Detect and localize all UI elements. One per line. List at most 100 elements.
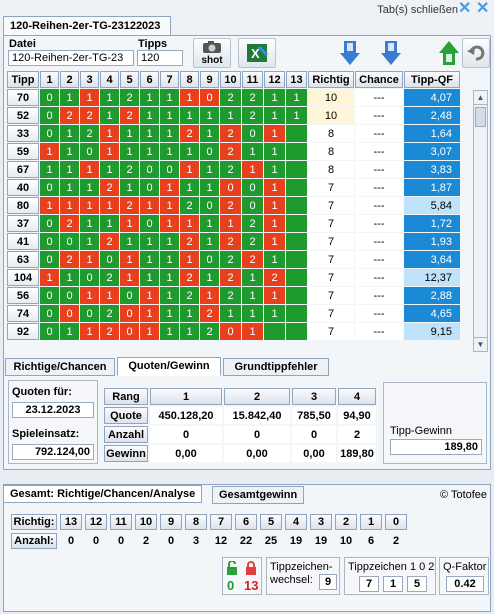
tipp-number[interactable]: 92 (7, 323, 39, 340)
tipp-cell[interactable]: 2 (120, 161, 139, 178)
close-tab-icon[interactable]: ✕ (458, 0, 472, 17)
tipp-cell[interactable]: 1 (160, 251, 179, 268)
scroll-up-icon[interactable]: ▲ (474, 91, 487, 105)
tipp-cell[interactable]: 1 (180, 323, 199, 340)
table-row[interactable]: 67 1 1 1 1 2 0 0 1 1 2 1 1 8 --- 3,83 (7, 161, 460, 178)
table-row[interactable]: 56 0 0 1 1 0 1 1 2 1 2 1 1 7 --- 2,88 (7, 287, 460, 304)
tipp-cell[interactable]: 1 (264, 233, 285, 250)
tipp-cell[interactable]: 1 (140, 305, 159, 322)
tipp-number[interactable]: 37 (7, 215, 39, 232)
tipp-cell[interactable]: 0 (40, 287, 59, 304)
tipp-cell[interactable]: 1 (264, 215, 285, 232)
tipp-cell[interactable]: 1 (200, 161, 219, 178)
tab-main[interactable]: 120-Reihen-2er-TG-23122023 (3, 16, 171, 36)
tipp-cell[interactable]: 2 (264, 269, 285, 286)
tipp-cell[interactable]: 1 (160, 323, 179, 340)
tipp-cell[interactable]: 0 (200, 89, 219, 106)
tipp-cell[interactable]: 1 (120, 179, 139, 196)
tipp-cell[interactable]: 0 (220, 323, 241, 340)
tipp-cell[interactable]: 2 (180, 125, 199, 142)
tipp-cell[interactable]: 2 (220, 197, 241, 214)
col-header-7[interactable]: 7 (160, 71, 179, 88)
tipp-cell[interactable] (286, 305, 307, 322)
tipp-cell[interactable]: 2 (100, 179, 119, 196)
col-header-13[interactable]: 13 (286, 71, 307, 88)
tipp-cell[interactable]: 1 (60, 269, 79, 286)
tipp-cell[interactable]: 1 (180, 161, 199, 178)
tipp-cell[interactable]: 1 (242, 269, 263, 286)
tipp-cell[interactable]: 0 (80, 305, 99, 322)
close-tabs-label[interactable]: Tab(s) schließen (377, 4, 458, 16)
tipp-cell[interactable]: 1 (100, 107, 119, 124)
tipp-cell[interactable]: 1 (140, 233, 159, 250)
tipp-cell[interactable]: 1 (140, 107, 159, 124)
tipp-cell[interactable]: 1 (80, 179, 99, 196)
tipp-cell[interactable]: 1 (60, 161, 79, 178)
tipp-cell[interactable]: 0 (40, 251, 59, 268)
tipp-cell[interactable]: 1 (40, 143, 59, 160)
tipp-cell[interactable]: 2 (180, 269, 199, 286)
datei-field[interactable]: 120-Reihen-2er-TG-23 (8, 50, 134, 66)
tipp-cell[interactable]: 2 (242, 251, 263, 268)
tipp-cell[interactable]: 2 (200, 323, 219, 340)
tipp-cell[interactable]: 0 (60, 233, 79, 250)
tipp-cell[interactable] (286, 323, 307, 340)
tipp-cell[interactable]: 1 (160, 89, 179, 106)
tipp-cell[interactable]: 1 (80, 251, 99, 268)
col-header-tippqf[interactable]: Tipp-QF (404, 71, 460, 88)
tipp-cell[interactable]: 0 (80, 269, 99, 286)
tipp-cell[interactable]: 2 (180, 233, 199, 250)
table-row[interactable]: 40 0 1 1 2 1 0 1 1 1 0 0 1 7 --- 1,87 (7, 179, 460, 196)
tipp-cell[interactable]: 0 (100, 251, 119, 268)
tipp-cell[interactable]: 1 (200, 125, 219, 142)
col-header-5[interactable]: 5 (120, 71, 139, 88)
tipp-cell[interactable]: 1 (160, 197, 179, 214)
tipp-cell[interactable]: 0 (140, 161, 159, 178)
tipp-cell[interactable]: 2 (242, 89, 263, 106)
tipp-cell[interactable]: 1 (264, 197, 285, 214)
tipp-cell[interactable]: 1 (264, 251, 285, 268)
sort-down-button[interactable] (331, 38, 369, 68)
tipp-cell[interactable] (286, 197, 307, 214)
tipp-cell[interactable]: 1 (160, 179, 179, 196)
tipp-cell[interactable]: 1 (264, 125, 285, 142)
tipp-number[interactable]: 52 (7, 107, 39, 124)
table-row[interactable]: 104 1 1 0 2 1 1 1 2 1 2 1 2 7 --- 12,37 (7, 269, 460, 286)
tipp-cell[interactable]: 0 (40, 179, 59, 196)
tipp-cell[interactable]: 0 (200, 143, 219, 160)
tipp-number[interactable]: 56 (7, 287, 39, 304)
tipp-cell[interactable] (286, 215, 307, 232)
tipp-cell[interactable]: 1 (60, 125, 79, 142)
tipp-number[interactable]: 70 (7, 89, 39, 106)
col-header-6[interactable]: 6 (140, 71, 159, 88)
tipp-cell[interactable]: 1 (160, 143, 179, 160)
tipp-cell[interactable]: 1 (120, 251, 139, 268)
tipp-cell[interactable]: 1 (100, 215, 119, 232)
table-row[interactable]: 74 0 0 0 2 0 1 1 1 2 1 1 1 7 --- 4,65 (7, 305, 460, 322)
tipp-cell[interactable]: 1 (100, 125, 119, 142)
table-row[interactable]: 70 0 1 1 1 2 1 1 1 0 2 2 1 1 10 --- 4,07 (7, 89, 460, 106)
tipp-cell[interactable]: 0 (80, 143, 99, 160)
tipp-cell[interactable]: 1 (200, 287, 219, 304)
table-row[interactable]: 33 0 1 2 1 1 1 1 2 1 2 0 1 8 --- 1,64 (7, 125, 460, 142)
tipp-cell[interactable]: 1 (140, 323, 159, 340)
tab-richtige-chancen[interactable]: Richtige/Chancen (5, 358, 115, 376)
tipp-cell[interactable]: 1 (242, 143, 263, 160)
tipp-cell[interactable]: 2 (180, 287, 199, 304)
tipp-cell[interactable] (286, 251, 307, 268)
tipp-cell[interactable]: 2 (80, 107, 99, 124)
table-row[interactable]: 52 0 2 2 1 2 1 1 1 1 1 2 1 1 10 --- 2,48 (7, 107, 460, 124)
tipp-cell[interactable]: 1 (140, 197, 159, 214)
tipp-cell[interactable]: 1 (180, 107, 199, 124)
tipp-cell[interactable]: 0 (220, 179, 241, 196)
tipp-cell[interactable]: 1 (140, 251, 159, 268)
tipp-cell[interactable]: 1 (100, 161, 119, 178)
tipp-cell[interactable]: 1 (180, 179, 199, 196)
tipp-number[interactable]: 63 (7, 251, 39, 268)
tipp-cell[interactable]: 1 (80, 197, 99, 214)
tipp-cell[interactable]: 2 (120, 89, 139, 106)
tipp-cell[interactable]: 1 (220, 305, 241, 322)
col-header-richtig[interactable]: Richtig (308, 71, 354, 88)
scroll-thumb[interactable] (475, 107, 486, 127)
excel-export-button[interactable]: X (238, 38, 276, 68)
